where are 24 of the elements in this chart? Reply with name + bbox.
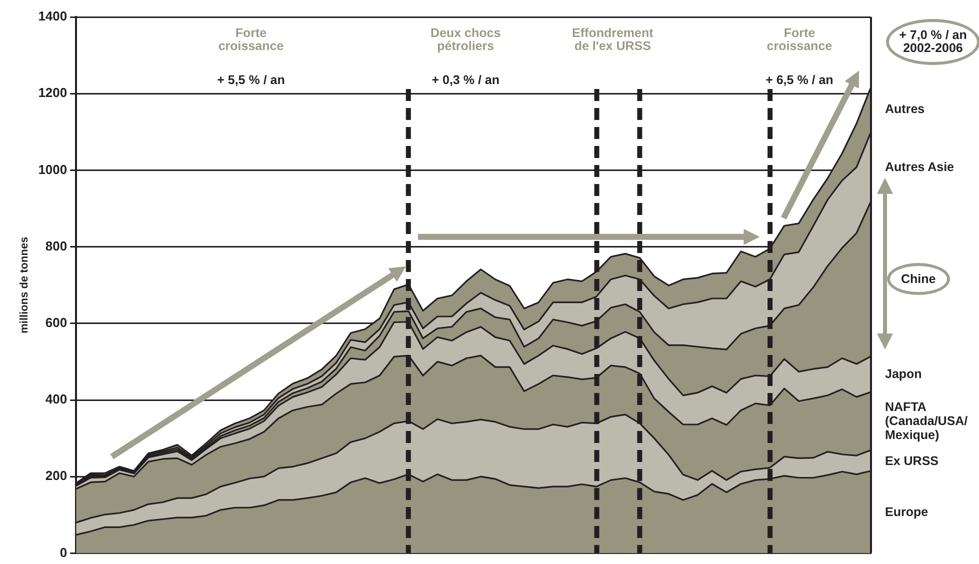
y-tick-label: 0	[60, 544, 68, 560]
y-tick-label: 1200	[38, 85, 68, 100]
text: Chine	[901, 272, 936, 286]
series-label: Ex URSS	[885, 454, 938, 468]
series-label: NAFTA (Canada/USA/ Mexique)	[885, 400, 969, 442]
annotation: Forte croissance	[217, 26, 285, 53]
y-tick-label: 600	[45, 314, 68, 330]
y-axis-title: millions de tonnes	[18, 236, 31, 334]
annotation: Forte croissance	[766, 26, 834, 53]
annotation: Effondrement de l'ex URSS	[571, 26, 654, 53]
series-label: Japon	[885, 367, 922, 382]
text: + 7,0 % / an 2002-2006	[898, 28, 968, 55]
y-tick-label: 1400	[38, 8, 68, 24]
annotation: + 6,5 % / an	[764, 73, 834, 87]
y-tick-label: 400	[45, 392, 68, 407]
series-label: Europe	[885, 505, 928, 520]
series-label: Autres Asie	[885, 160, 954, 174]
annotation: + 0,3 % / an	[430, 73, 500, 87]
y-tick-label: 800	[45, 238, 68, 254]
y-tick-label: 1000	[38, 162, 68, 177]
annotation: Deux chocs pétroliers	[430, 26, 502, 53]
series-label: Autres	[885, 102, 925, 116]
y-tick-label: 200	[45, 468, 68, 484]
annotation: + 5,5 % / an	[216, 73, 286, 87]
